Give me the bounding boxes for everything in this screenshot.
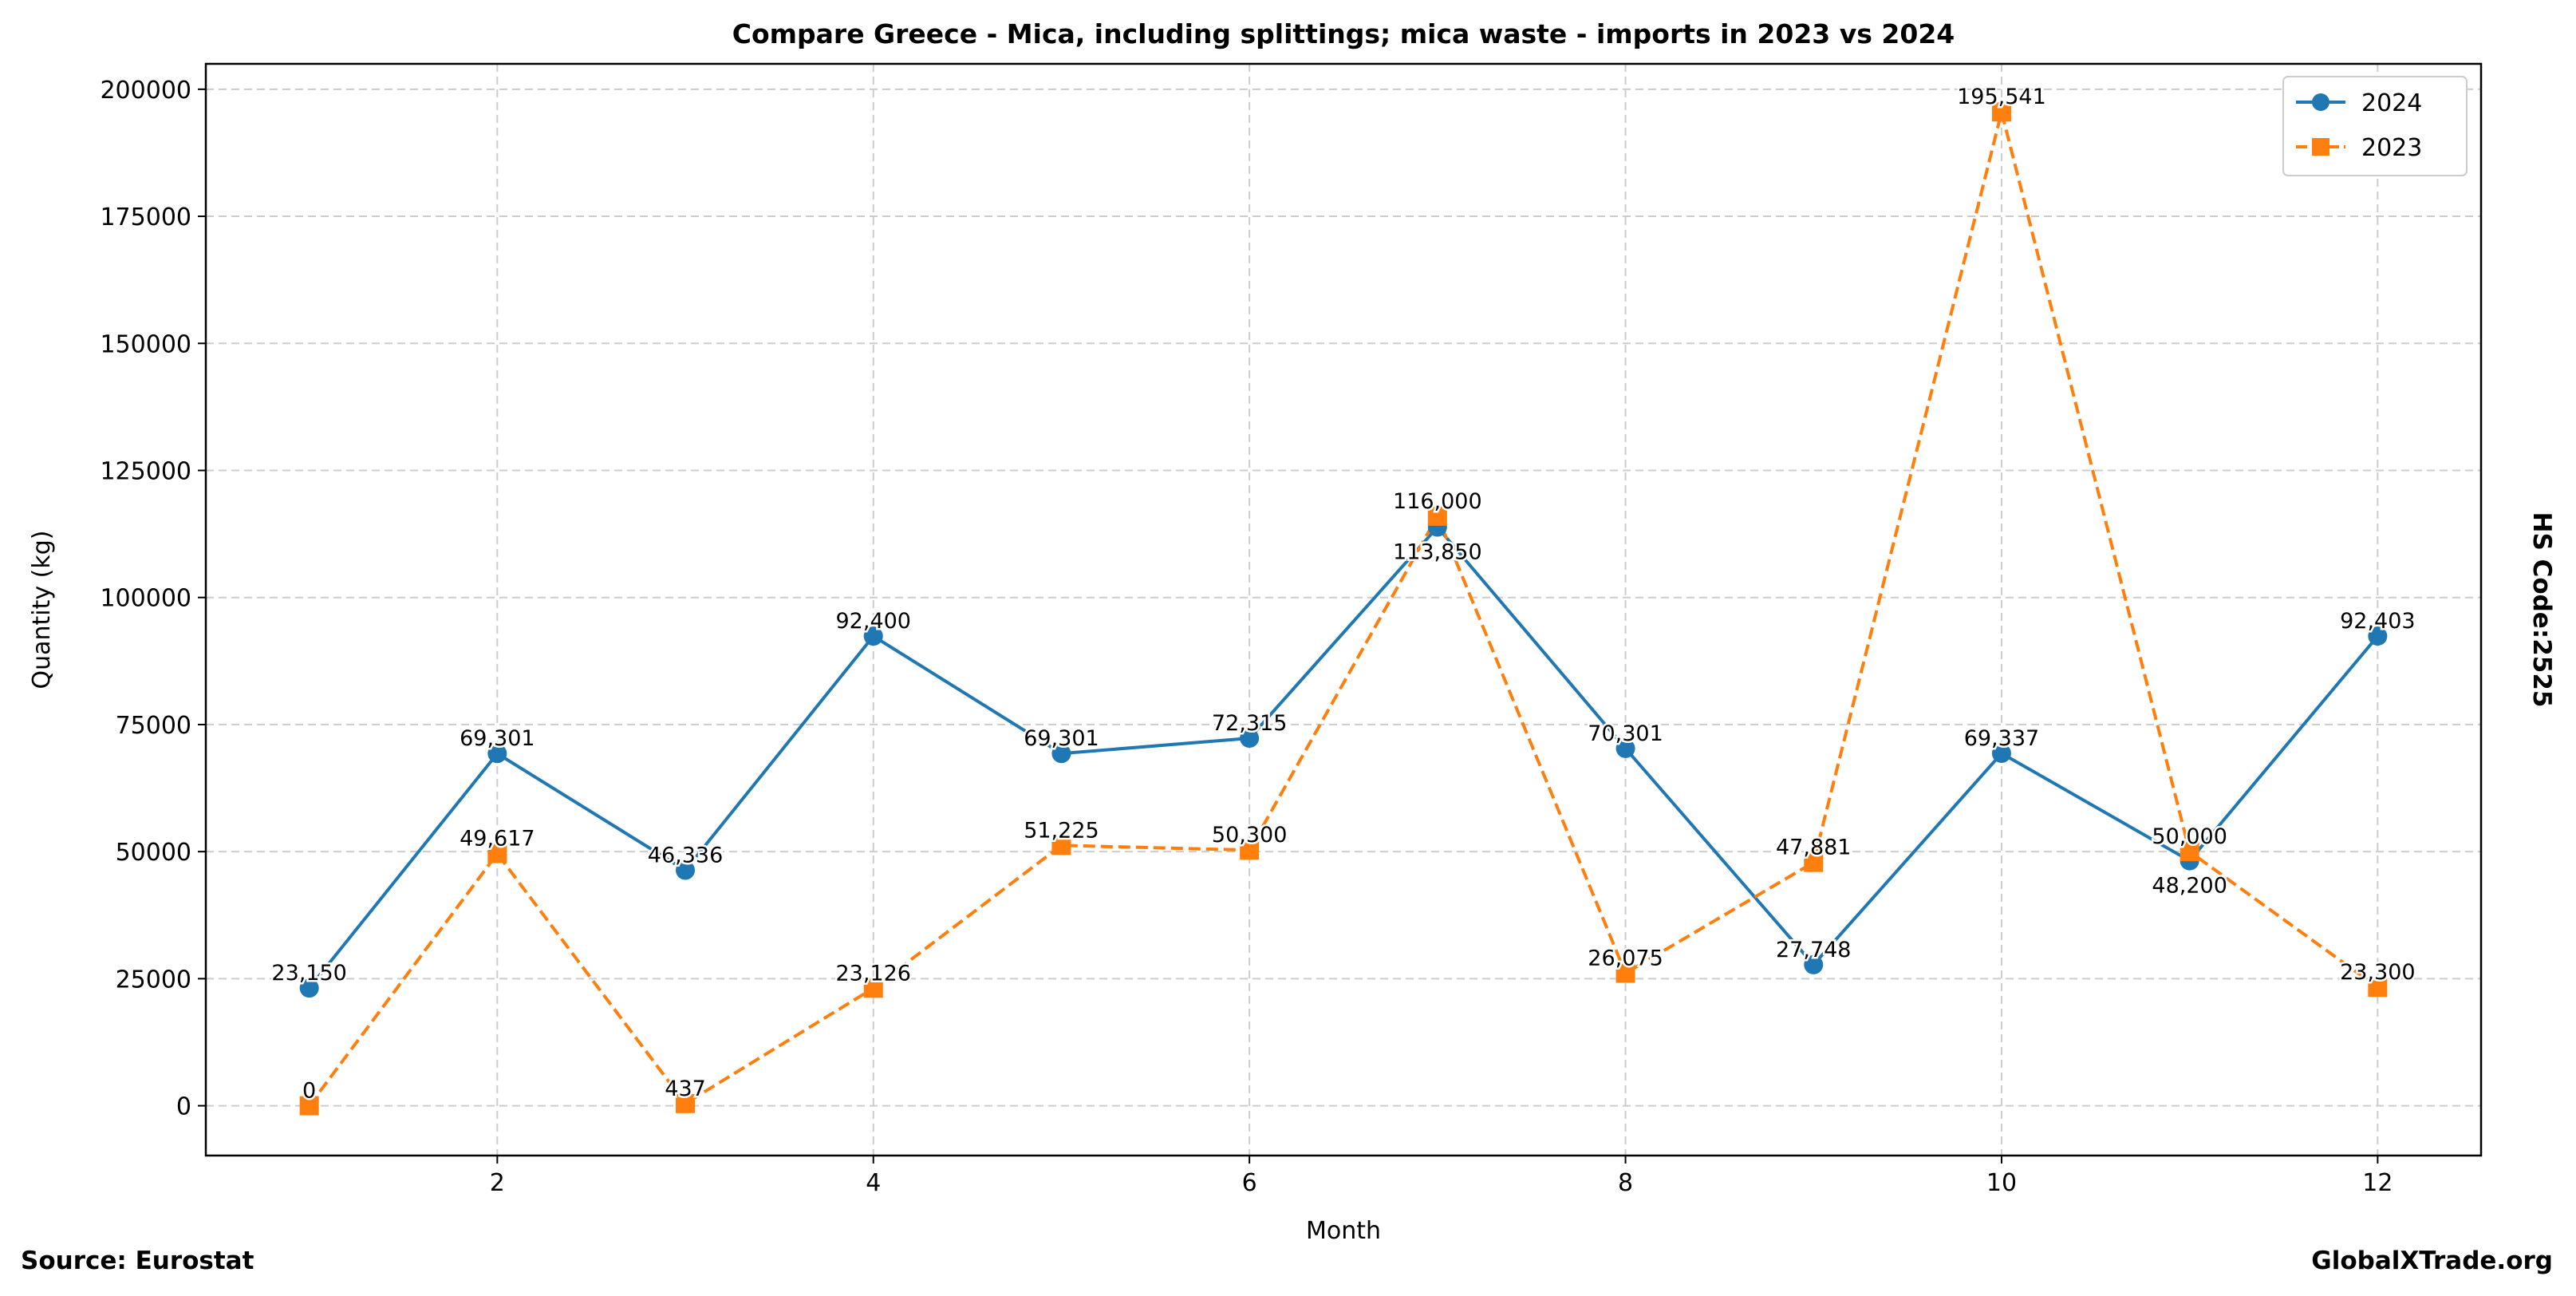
y-tick-label: 0 xyxy=(176,1093,191,1121)
y-tick-label: 150000 xyxy=(100,330,191,358)
series-line-2024 xyxy=(308,524,2379,990)
data-point-2024 xyxy=(1804,954,1824,974)
x-tick-label: 2 xyxy=(490,1169,505,1197)
legend-label-2023: 2023 xyxy=(2361,134,2422,162)
plot-frame xyxy=(204,62,2483,1157)
series-line-2023 xyxy=(308,111,2379,1107)
data-label-2023: 116,000 xyxy=(1393,489,1482,514)
data-point-2024 xyxy=(1615,738,1635,758)
data-point-2023 xyxy=(676,1093,696,1113)
data-point-2023 xyxy=(1991,102,2011,122)
x-tick-label: 6 xyxy=(1242,1169,1257,1197)
data-point-2023 xyxy=(863,978,883,998)
data-label-2023: 50,300 xyxy=(1212,823,1287,848)
data-point-2023 xyxy=(1615,963,1635,983)
data-point-2023 xyxy=(487,844,507,863)
y-tick-label: 175000 xyxy=(100,203,191,231)
data-point-2023 xyxy=(1804,852,1824,872)
data-label-2023: 0 xyxy=(302,1079,316,1104)
data-point-2023 xyxy=(299,1096,319,1116)
y-tick-label: 75000 xyxy=(116,712,191,740)
data-label-2023: 195,541 xyxy=(1957,85,2046,109)
data-point-2023 xyxy=(2180,842,2199,862)
data-label-2024: 27,748 xyxy=(1776,938,1851,962)
data-label-2023: 47,881 xyxy=(1776,836,1851,860)
data-point-2024 xyxy=(676,860,696,880)
data-label-2024: 92,403 xyxy=(2340,609,2415,634)
data-label-2024: 48,200 xyxy=(2152,874,2227,899)
data-point-2024 xyxy=(1991,743,2011,763)
data-label-2023: 51,225 xyxy=(1024,818,1099,843)
data-label-2023: 50,000 xyxy=(2152,824,2227,849)
site-note: GlobalXTrade.org xyxy=(2311,1247,2553,1275)
data-point-2024 xyxy=(863,626,883,646)
data-label-2024: 92,400 xyxy=(836,609,911,634)
legend-marker-2024 xyxy=(2312,93,2329,111)
data-label-2023: 26,075 xyxy=(1588,946,1663,971)
x-tick-label: 4 xyxy=(866,1169,881,1197)
y-tick-label: 50000 xyxy=(116,839,191,867)
x-tick-label: 8 xyxy=(1618,1169,1633,1197)
data-point-2024 xyxy=(1051,744,1071,764)
legend-marker-2023 xyxy=(2312,138,2329,156)
data-point-2023 xyxy=(1427,506,1447,526)
data-point-2023 xyxy=(1051,836,1071,855)
data-label-2024: 69,337 xyxy=(1964,726,2039,751)
y-tick-label: 200000 xyxy=(100,77,191,105)
grid xyxy=(206,64,2481,1156)
data-point-2024 xyxy=(1240,729,1260,749)
data-point-2024 xyxy=(2368,626,2388,646)
data-label-2024: 69,301 xyxy=(1024,726,1099,751)
data-point-2024 xyxy=(487,744,507,764)
hs-code-note: HS Code:2525 xyxy=(2527,512,2556,707)
data-label-2024: 69,301 xyxy=(460,726,535,751)
data-label-2024: 72,315 xyxy=(1212,711,1287,736)
x-axis-label: Month xyxy=(1306,1217,1381,1245)
y-tick-label: 125000 xyxy=(100,457,191,485)
x-tick-label: 12 xyxy=(2362,1169,2393,1197)
data-label-2024: 46,336 xyxy=(648,843,723,867)
data-label-2024: 113,850 xyxy=(1393,540,1482,565)
data-point-2023 xyxy=(2368,978,2388,998)
data-label-2023: 23,300 xyxy=(2340,960,2415,985)
data-label-2023: 49,617 xyxy=(460,827,535,851)
data-point-2024 xyxy=(299,978,319,998)
data-label-2023: 437 xyxy=(665,1077,706,1101)
source-note: Source: Eurostat xyxy=(21,1247,254,1275)
legend-label-2024: 2024 xyxy=(2361,89,2422,117)
data-label-2024: 23,150 xyxy=(271,961,346,986)
data-label-2024: 70,301 xyxy=(1588,721,1663,746)
y-tick-label: 100000 xyxy=(100,585,191,613)
y-tick-label: 25000 xyxy=(116,966,191,994)
y-axis-label: Quantity (kg) xyxy=(28,531,56,689)
series-layer: 23,150 69,301 46,336 92,400 69,301 72,315 113,… xyxy=(270,83,2417,1116)
legend: 2024 2023 xyxy=(2282,76,2468,176)
data-point-2023 xyxy=(1240,840,1260,860)
axis-ticks: 2 4 6 8 10 12 0 25000 50000 75000 100000 125000 1500… xyxy=(100,77,2393,1197)
chart-title: Compare Greece - Mica, including splitti… xyxy=(732,18,1955,49)
data-label-2023: 23,126 xyxy=(836,961,911,986)
x-tick-label: 10 xyxy=(1986,1169,2017,1197)
